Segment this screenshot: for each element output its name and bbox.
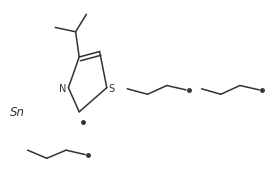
Text: S: S bbox=[109, 84, 115, 94]
Text: N: N bbox=[59, 84, 67, 94]
Text: Sn: Sn bbox=[10, 106, 25, 119]
